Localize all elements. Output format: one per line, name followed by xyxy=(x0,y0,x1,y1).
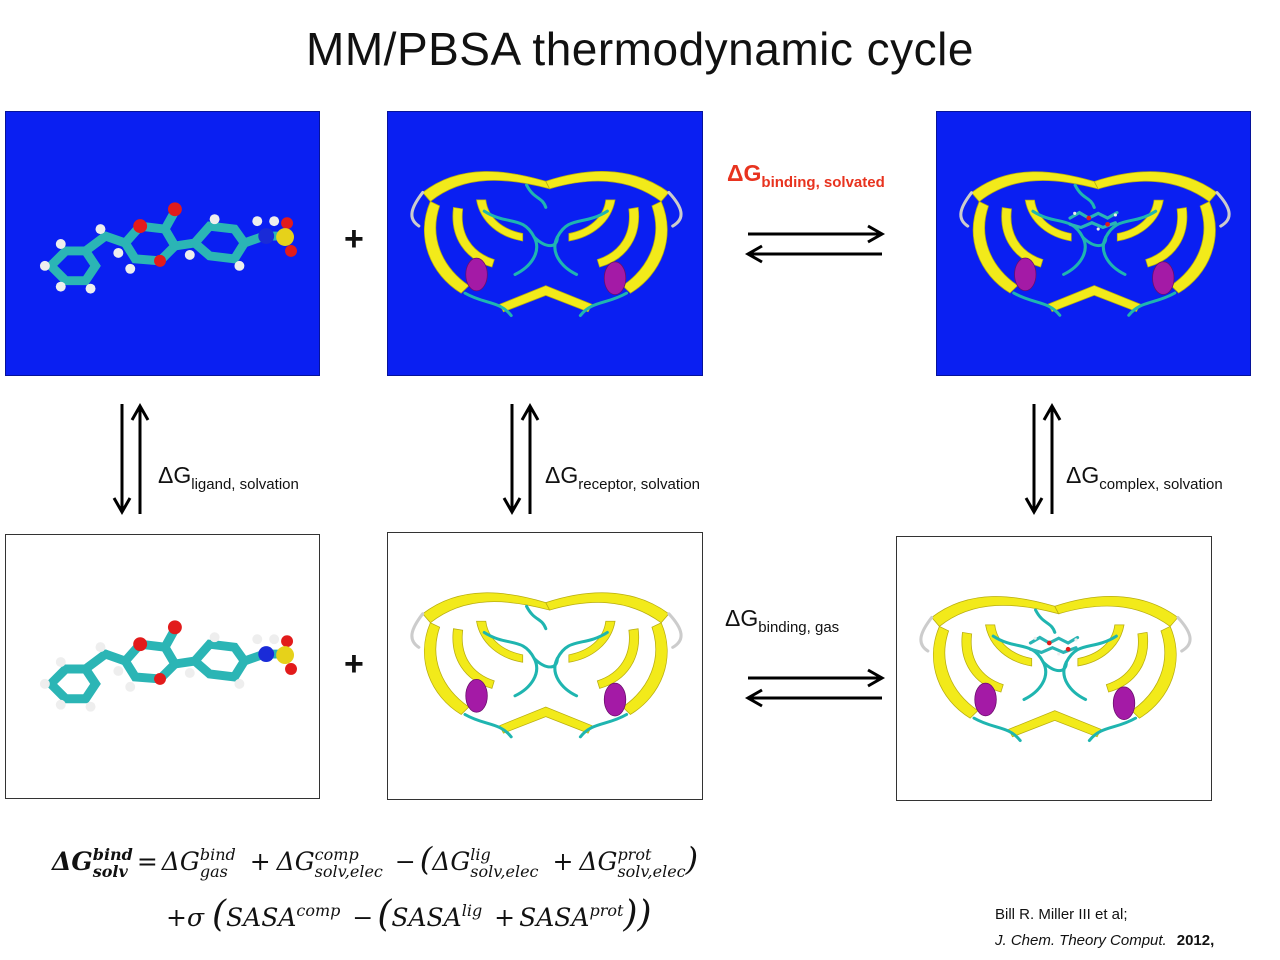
label-ligand-solvation: ΔGligand, solvation xyxy=(158,462,299,493)
complex-structure-image xyxy=(959,170,1231,317)
equilibrium-arrows-top xyxy=(744,224,886,264)
complex-structure-image xyxy=(919,594,1192,743)
label-binding-solvated: ΔGbinding, solvated xyxy=(727,160,885,191)
ligand-structure-image xyxy=(6,535,319,798)
complex-gas-panel xyxy=(896,536,1212,801)
equilibrium-arrows-bottom xyxy=(744,668,886,708)
vertical-arrows-receptor xyxy=(502,402,540,516)
equation-line-2: +σ (SASAcomp − (SASAlig + SASAprot)) xyxy=(166,894,652,935)
label-complex-solvation: ΔGcomplex, solvation xyxy=(1066,462,1223,493)
complex-solvated-panel xyxy=(936,111,1251,376)
vertical-arrows-complex xyxy=(1024,402,1062,516)
plus-sign-bottom: + xyxy=(344,645,364,683)
equation-line-1: ΔG bind solv = ΔG bind gas + ΔG comp solv,elec −(… xyxy=(52,840,699,881)
receptor-structure-image xyxy=(410,591,683,739)
receptor-gas-panel xyxy=(387,532,703,800)
reference-authors: Bill R. Miller III et al; xyxy=(995,906,1128,923)
reference-journal: J. Chem. Theory Comput. 2012, xyxy=(995,932,1215,949)
ligand-gas-panel xyxy=(5,534,320,799)
receptor-solvated-panel xyxy=(387,111,703,376)
ligand-structure-image xyxy=(6,112,319,375)
label-binding-gas: ΔGbinding, gas xyxy=(725,605,840,636)
label-receptor-solvation: ΔGreceptor, solvation xyxy=(545,462,701,493)
slide-title: MM/PBSA thermodynamic cycle xyxy=(306,23,974,75)
plus-sign-top: + xyxy=(344,220,364,258)
vertical-arrows-ligand xyxy=(112,402,150,516)
ligand-solvated-panel xyxy=(5,111,320,376)
receptor-structure-image xyxy=(410,169,683,318)
